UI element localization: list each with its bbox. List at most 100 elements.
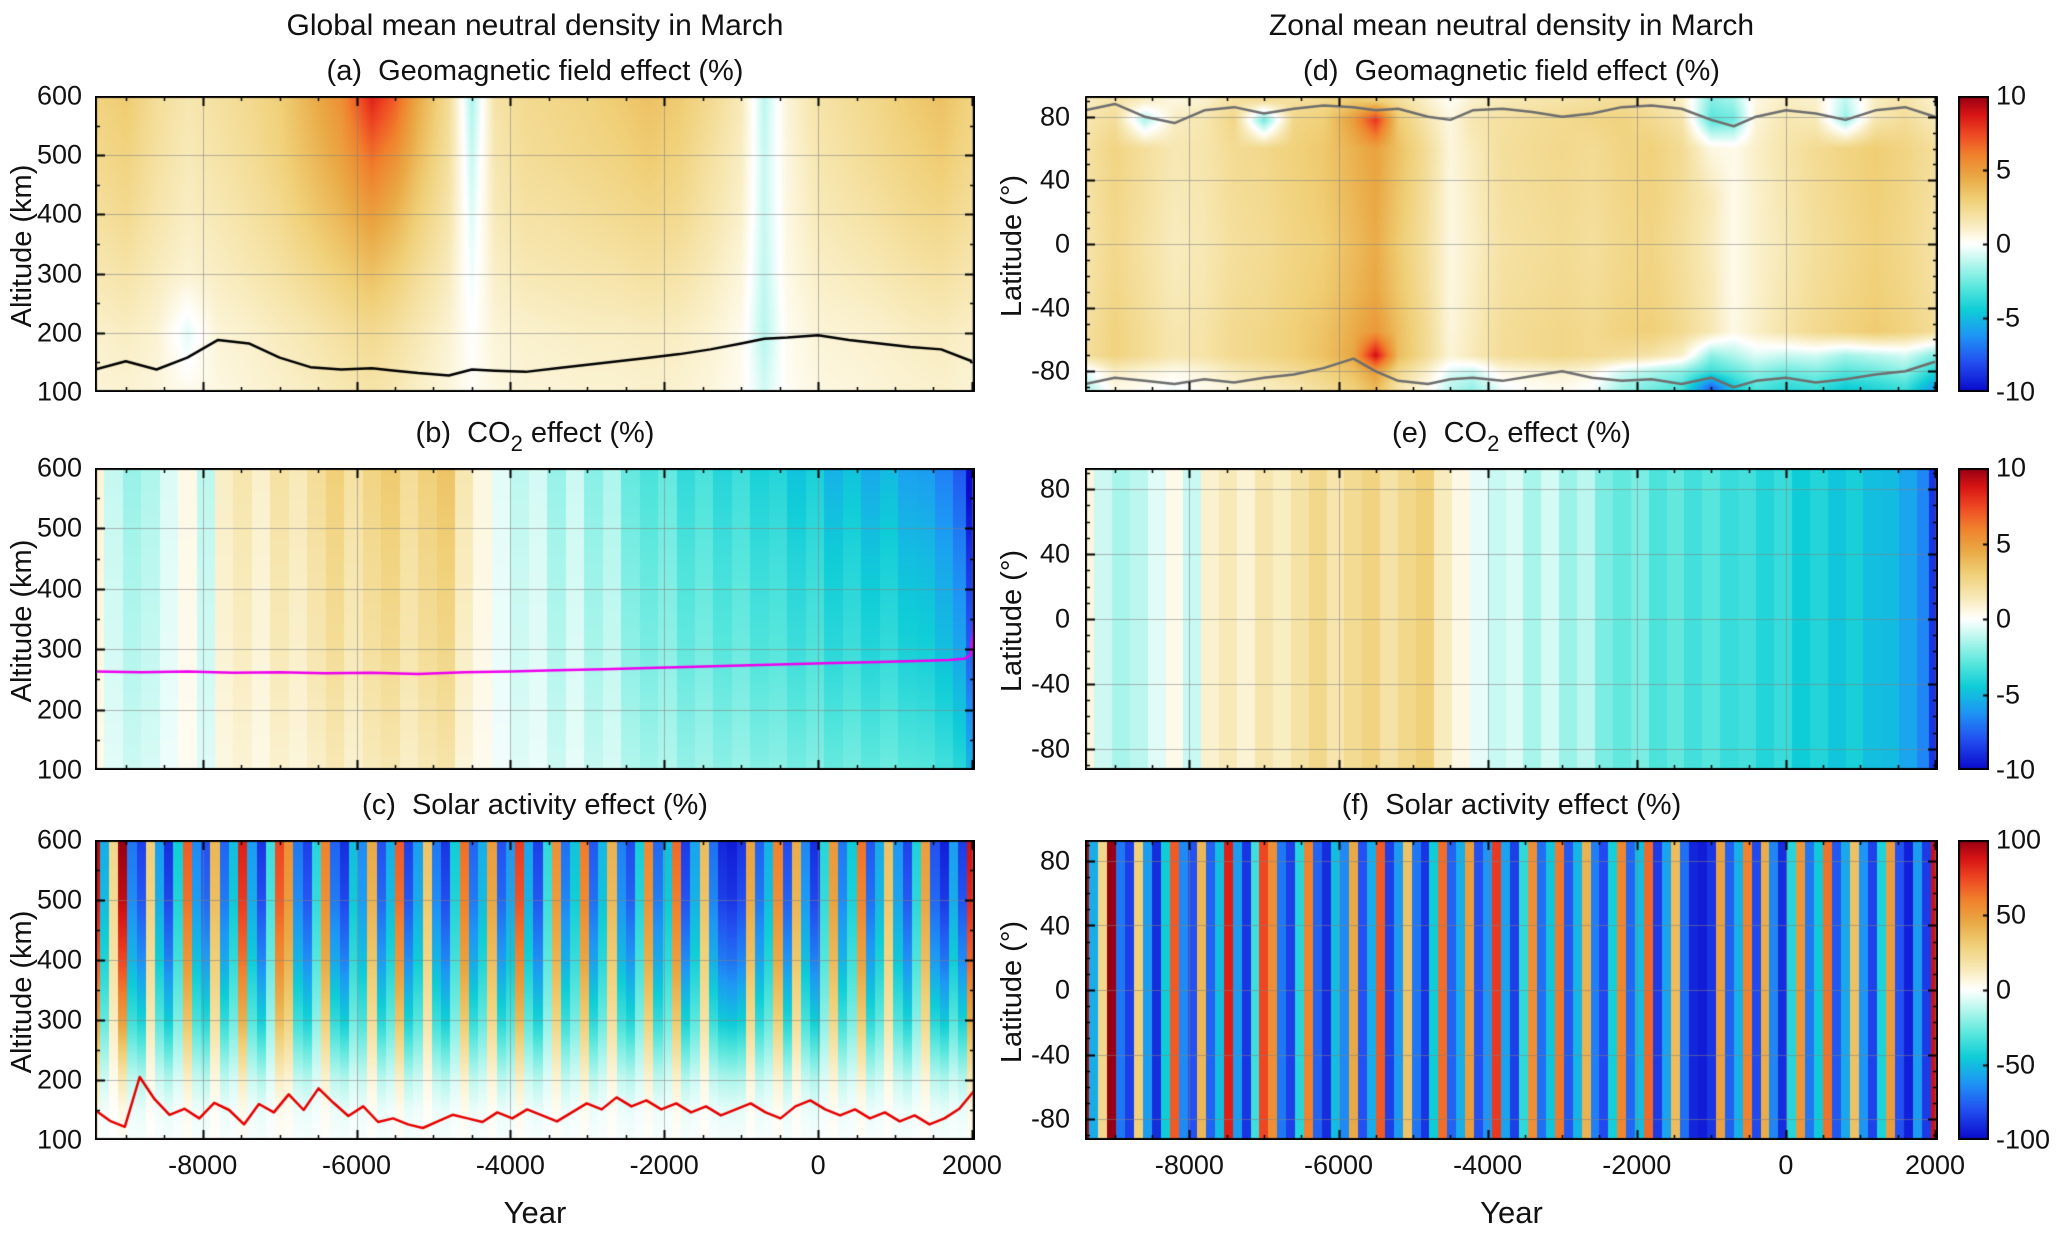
- panel-d-heatmap: [1085, 96, 1938, 392]
- y-tick-label: 80: [1039, 101, 1070, 132]
- panel-f-title-text: (f) Solar activity effect (%): [1341, 789, 1682, 821]
- colorbar-tick-label: -5: [1996, 679, 2021, 709]
- panel-e-title-suffix: effect (%): [1499, 417, 1631, 449]
- colorbar-f: [1958, 840, 1989, 1140]
- x-tick-label: -2000: [1602, 1150, 1672, 1180]
- colorbar-d: [1958, 96, 1989, 392]
- x-tick-label: -6000: [321, 1150, 392, 1180]
- colorbar-tick-label: 0: [1996, 228, 2012, 259]
- y-tick-label: -80: [1030, 355, 1070, 386]
- panel-e-title-sub: 2: [1487, 431, 1500, 456]
- y-tick-label: -40: [1030, 1039, 1070, 1069]
- y-tick-label: 100: [36, 754, 82, 785]
- colorbar-tick-label: 100: [1996, 824, 2042, 855]
- y-tick-label: 100: [36, 1124, 82, 1155]
- panel-d-y-tick-labels: 80 40 0 -40 -80: [988, 96, 1076, 392]
- y-tick-label: 0: [1054, 603, 1070, 634]
- panel-d-title-text: (d) Geomagnetic field effect (%): [1303, 55, 1720, 87]
- panel-f-title: (f) Solar activity effect (%): [1085, 784, 1938, 826]
- y-tick-label: 500: [36, 512, 82, 543]
- colorbar-d-tick-labels: 10 5 0 -5 -10: [1996, 81, 2066, 407]
- y-tick-label: 40: [1039, 164, 1070, 195]
- y-tick-label: 600: [36, 80, 82, 111]
- y-tick-label: 300: [36, 633, 82, 664]
- left-column-title: Global mean neutral density in March: [286, 9, 784, 42]
- colorbar-tick-label: 0: [1996, 603, 2012, 634]
- panel-d-title: (d) Geomagnetic field effect (%): [1085, 50, 1938, 92]
- y-tick-label: 400: [36, 944, 82, 975]
- x-tick-label: 0: [1778, 1150, 1794, 1180]
- panel-f-heatmap: [1085, 840, 1938, 1140]
- colorbar-tick-label: 50: [1996, 899, 2027, 930]
- y-tick-label: -80: [1030, 1103, 1070, 1134]
- colorbar-e-tick-labels: 10 5 0 -5 -10: [1996, 453, 2066, 785]
- colorbar-e: [1958, 468, 1989, 770]
- y-tick-label: -80: [1030, 733, 1070, 764]
- panel-e-y-tick-labels: 80 40 0 -40 -80: [988, 468, 1076, 770]
- colorbar-tick-label: -50: [1996, 1049, 2036, 1080]
- panel-b-title-sub: 2: [510, 431, 523, 456]
- panel-c-x-tick-labels: -8000 -6000 -4000 -2000 0 2000: [95, 1146, 1002, 1186]
- panel-b-heatmap: [95, 468, 975, 770]
- colorbar-f-tick-labels: 100 50 0 -50 -100: [1996, 825, 2066, 1155]
- panel-c-title: (c) Solar activity effect (%): [95, 784, 975, 826]
- colorbar-tick-label: 5: [1996, 154, 2012, 185]
- x-tick-label: -8000: [168, 1150, 238, 1180]
- y-tick-label: 0: [1054, 228, 1070, 259]
- panel-e-title-text: (e) CO: [1392, 417, 1488, 449]
- panel-e-title: (e) CO2 effect (%): [1085, 412, 1938, 456]
- y-tick-label: 0: [1054, 974, 1070, 1005]
- x-tick-label: 2000: [941, 1150, 1002, 1180]
- panel-b-title-text: (b) CO: [415, 417, 511, 449]
- panel-e-heatmap: [1085, 468, 1938, 770]
- y-tick-label: 200: [36, 1064, 82, 1095]
- x-axis-label-year-left: Year: [503, 1195, 567, 1230]
- panel-a-y-tick-labels: 600 500 400 300 200 100: [0, 81, 88, 407]
- x-tick-label: -2000: [629, 1150, 699, 1180]
- x-tick-label: 0: [810, 1150, 826, 1180]
- colorbar-tick-label: -10: [1996, 376, 2036, 407]
- colorbar-tick-label: -100: [1996, 1124, 2051, 1155]
- x-tick-label: -4000: [475, 1150, 545, 1180]
- y-tick-label: 500: [36, 139, 82, 170]
- panel-f-y-tick-labels: 80 40 0 -40 -80: [988, 840, 1076, 1140]
- colorbar-tick-label: 10: [1996, 80, 2027, 111]
- panel-b-title-suffix: effect (%): [522, 417, 655, 449]
- panel-b-title: (b) CO2 effect (%): [95, 412, 975, 456]
- x-tick-label: -6000: [1303, 1150, 1374, 1180]
- y-tick-label: 40: [1039, 538, 1070, 569]
- y-tick-label: 400: [36, 198, 82, 229]
- panel-a-heatmap: [95, 96, 975, 392]
- x-axis-label-year-right: Year: [1480, 1195, 1543, 1230]
- y-tick-label: 80: [1039, 845, 1070, 876]
- x-tick-label: 2000: [1904, 1150, 1966, 1180]
- y-tick-label: 40: [1039, 910, 1070, 940]
- right-column-title: Zonal mean neutral density in March: [1268, 9, 1755, 42]
- y-tick-label: 400: [36, 573, 82, 604]
- y-tick-label: 300: [36, 1004, 82, 1035]
- y-tick-label: 100: [36, 376, 82, 407]
- y-tick-label: 500: [36, 884, 82, 915]
- y-tick-label: -40: [1030, 292, 1070, 323]
- colorbar-tick-label: -10: [1996, 754, 2036, 785]
- y-tick-label: 600: [36, 452, 82, 483]
- x-tick-label: -4000: [1453, 1150, 1523, 1180]
- colorbar-tick-label: 0: [1996, 974, 2012, 1005]
- y-tick-label: -40: [1030, 668, 1070, 699]
- panel-b-y-tick-labels: 600 500 400 300 200 100: [0, 453, 88, 785]
- y-tick-label: 200: [36, 317, 82, 348]
- panel-a-title-text: (a) Geomagnetic field effect (%): [326, 55, 744, 87]
- colorbar-tick-label: 5: [1996, 528, 2012, 558]
- x-tick-label: -8000: [1154, 1150, 1224, 1180]
- y-tick-label: 80: [1039, 473, 1070, 504]
- panel-a-title: (a) Geomagnetic field effect (%): [95, 50, 975, 92]
- panel-f-x-tick-labels: -8000 -6000 -4000 -2000 0 2000: [1085, 1146, 1965, 1186]
- y-tick-label: 300: [36, 258, 82, 289]
- y-tick-label: 200: [36, 694, 82, 725]
- panel-c-title-text: (c) Solar activity effect (%): [362, 789, 708, 821]
- colorbar-tick-label: -5: [1996, 302, 2021, 333]
- panel-c-heatmap: [95, 840, 975, 1140]
- colorbar-tick-label: 10: [1996, 452, 2027, 483]
- panel-c-y-tick-labels: 600 500 400 300 200 100: [0, 825, 88, 1155]
